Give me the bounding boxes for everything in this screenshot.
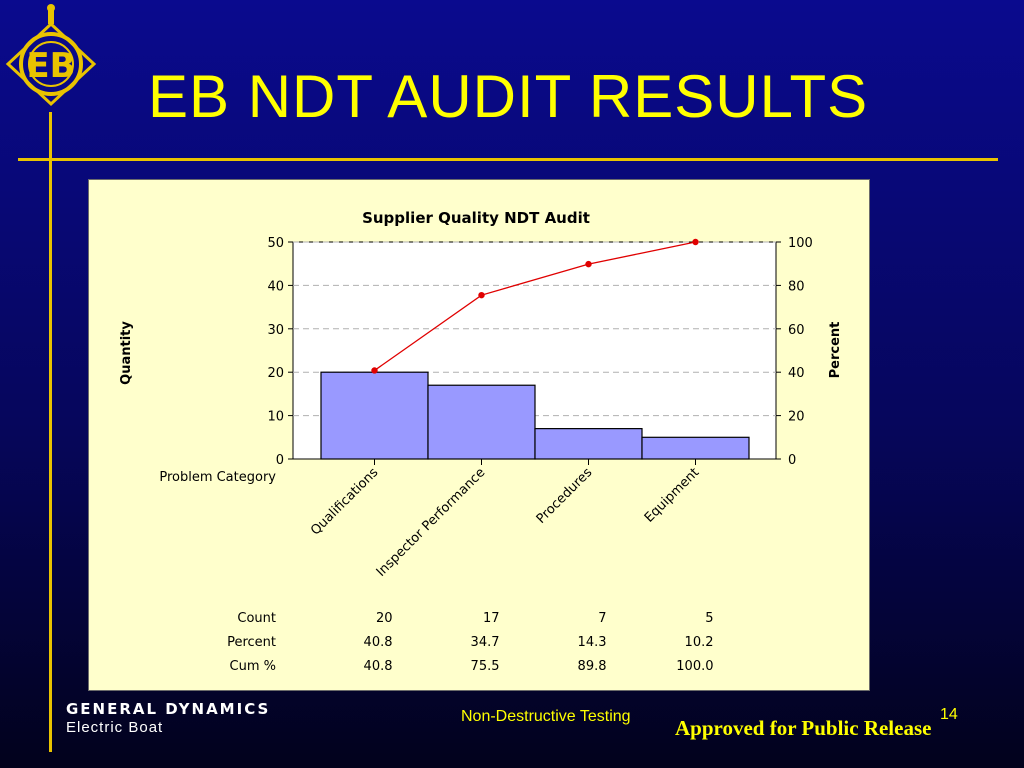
release-note: Approved for Public Release xyxy=(675,716,932,740)
cumulative-point xyxy=(692,238,699,246)
bar-qualifications xyxy=(320,371,429,460)
x-tick-label: Procedures xyxy=(534,465,596,527)
x-axis-label: Problem Category xyxy=(159,470,276,485)
y2-tick-label: 80 xyxy=(788,279,805,294)
slide-title: EB NDT AUDIT RESULTS xyxy=(148,63,869,130)
y2-axis-label: Percent xyxy=(828,322,843,379)
x-tick-label: Equipment xyxy=(642,465,703,526)
table-cell: 14.3 xyxy=(578,635,607,650)
x-tick-label: Qualifications xyxy=(308,465,381,538)
y-tick-label: 50 xyxy=(267,236,284,251)
company-name: GENERAL DYNAMICS xyxy=(66,700,271,718)
y-tick-label: 10 xyxy=(267,410,284,425)
table-cell: 100.0 xyxy=(676,659,713,674)
x-tick-label: Inspector Performance xyxy=(374,465,489,580)
table-cell: 5 xyxy=(705,611,713,626)
table-row-label: Cum % xyxy=(230,659,276,674)
y2-tick-label: 100 xyxy=(788,236,813,251)
chart-title: Supplier Quality NDT Audit xyxy=(362,209,590,227)
table-cell: 17 xyxy=(483,611,500,626)
horizontal-divider xyxy=(18,158,998,161)
y2-tick-label: 60 xyxy=(788,323,805,338)
y2-tick-label: 0 xyxy=(788,453,796,468)
cumulative-point xyxy=(478,291,485,299)
footer-subject: Non-Destructive Testing xyxy=(461,708,631,725)
table-cell: 34.7 xyxy=(471,635,500,650)
table-cell: 75.5 xyxy=(471,659,500,674)
page-number: 14 xyxy=(940,706,958,723)
table-cell: 40.8 xyxy=(364,659,393,674)
cumulative-point xyxy=(585,260,592,268)
table-cell: 7 xyxy=(598,611,606,626)
table-cell: 89.8 xyxy=(578,659,607,674)
table-cell: 10.2 xyxy=(685,635,714,650)
table-cell: 20 xyxy=(376,611,393,626)
y-tick-label: 0 xyxy=(276,453,284,468)
y-tick-label: 40 xyxy=(267,279,284,294)
cumulative-point xyxy=(371,367,378,374)
plot-area: 0 10 20 30 40 50 0 20 40 60 80 100 QualificationsIns… xyxy=(267,236,812,580)
chart-panel: Supplier Quality NDT Audit Quantity Perc… xyxy=(88,179,870,691)
data-table: Count 20 17 7 5 Percent 40.8 34.7 14.3 10.2 Cum % 4… xyxy=(227,611,713,674)
y2-tick-label: 40 xyxy=(788,366,805,381)
bar-inspector-performance xyxy=(427,384,536,460)
y-tick-label: 20 xyxy=(267,366,284,381)
company-division: Electric Boat xyxy=(66,719,164,736)
y2-tick-label: 20 xyxy=(788,410,805,425)
cumulative-line xyxy=(374,241,696,371)
eb-logo-graphic: EB xyxy=(5,4,97,107)
table-row-label: Count xyxy=(237,611,276,626)
table-row-label: Percent xyxy=(227,635,276,650)
table-cell: 40.8 xyxy=(364,635,393,650)
bar-procedures xyxy=(534,428,643,460)
y-axis-label: Quantity xyxy=(119,321,134,385)
eb-logo: EB xyxy=(2,2,100,114)
vertical-divider xyxy=(49,112,52,752)
bar-equipment xyxy=(641,436,750,460)
pareto-chart: Supplier Quality NDT Audit Quantity Perc… xyxy=(119,209,843,674)
y-tick-label: 30 xyxy=(267,323,284,338)
logo-text: EB xyxy=(26,46,75,86)
